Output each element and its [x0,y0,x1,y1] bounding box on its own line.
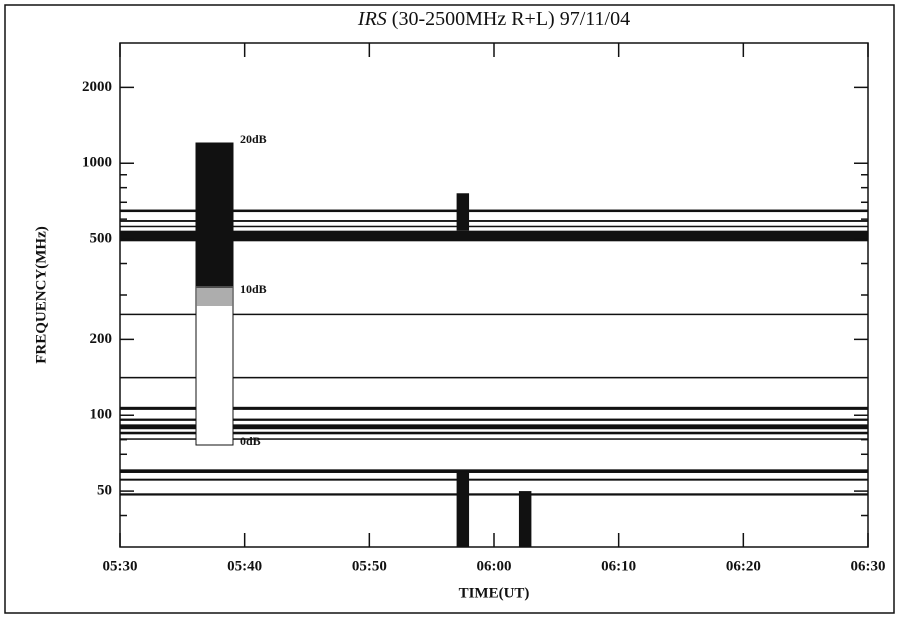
emission-feature [120,220,868,222]
y-tick-label: 1000 [82,155,112,171]
x-tick-label: 05:50 [352,558,387,574]
emission-feature [120,406,868,410]
colorbar-label: 10dB [240,282,267,296]
x-axis-label: TIME(UT) [459,585,530,601]
emission-feature [120,478,868,481]
x-tick-label: 05:30 [103,558,138,574]
emission-feature [120,230,868,242]
emission-feature [120,424,868,430]
y-tick-label: 200 [90,331,113,347]
y-tick-label: 500 [90,231,113,247]
emission-feature [120,493,868,496]
emission-feature [518,491,532,547]
emission-feature [120,209,868,213]
colorbar-label: 0dB [240,434,261,448]
emission-feature [120,418,868,421]
emission-feature [456,193,470,231]
emission-feature [120,225,868,228]
emission-feature [120,376,868,379]
colorbar-gradient [196,286,233,306]
colorbar-label: 20dB [240,132,267,146]
x-tick-label: 05:40 [227,558,262,574]
colorbar-dark [196,143,233,288]
chart-title: IRS (30-2500MHz R+L) 97/11/04 [357,8,630,30]
x-tick-label: 06:30 [851,558,886,574]
y-tick-label: 2000 [82,79,112,95]
title-prefix: IRS [357,8,387,30]
emission-feature [120,431,868,435]
frame [4,4,895,614]
plot-area: 50 100 200 500 1000 2000 05:30 05:40 05:50 06:00 0… [82,42,886,574]
emission-feature [120,469,868,473]
emission-feature [456,471,470,547]
x-tick-label: 06:20 [726,558,761,574]
y-tick-label: 100 [90,407,113,423]
y-tick-label: 50 [97,483,112,499]
emission-feature [120,313,868,316]
title-text: (30-2500MHz R+L) 97/11/04 [392,8,630,30]
y-axis-label: FREQUENCY(MHz) [33,226,49,363]
emission-feature [120,438,868,440]
x-tick-label: 06:00 [477,558,512,574]
x-tick-label: 06:10 [601,558,636,574]
